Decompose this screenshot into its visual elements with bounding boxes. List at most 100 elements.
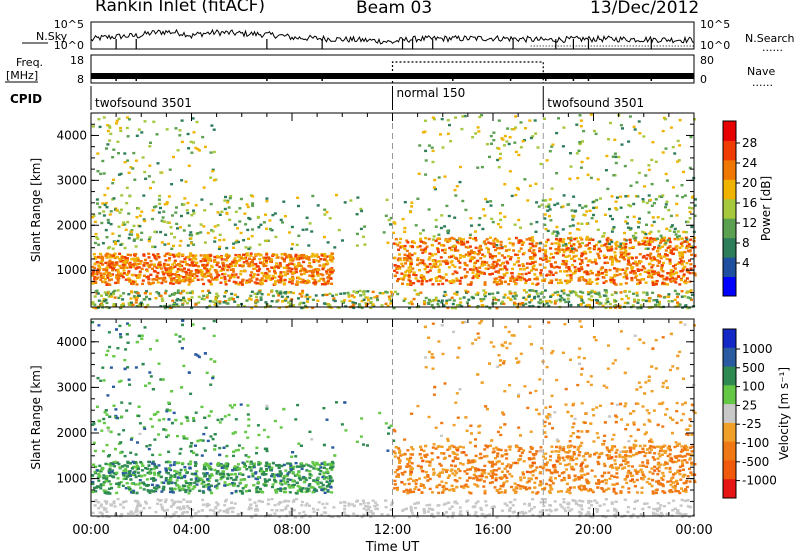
power-point bbox=[555, 131, 559, 135]
power-point bbox=[183, 267, 186, 270]
power-point bbox=[413, 241, 416, 245]
power-point bbox=[104, 281, 108, 284]
power-point bbox=[211, 278, 215, 281]
power-point bbox=[270, 289, 274, 292]
velocity-point bbox=[620, 515, 624, 518]
power-point bbox=[216, 255, 219, 258]
velocity-point bbox=[393, 455, 397, 458]
power-point bbox=[202, 255, 206, 258]
power-point bbox=[152, 278, 156, 281]
power-point bbox=[306, 300, 309, 303]
power-point bbox=[651, 141, 655, 144]
power-point bbox=[242, 239, 246, 242]
power-point bbox=[291, 279, 294, 282]
power-point bbox=[649, 252, 653, 255]
power-point bbox=[330, 255, 334, 258]
power-point bbox=[230, 274, 234, 278]
power-point bbox=[574, 254, 578, 258]
power-point bbox=[107, 306, 111, 310]
power-point bbox=[524, 298, 528, 301]
power-point bbox=[611, 258, 615, 261]
power-point bbox=[314, 255, 318, 258]
power-point bbox=[409, 261, 413, 264]
velocity-point bbox=[251, 475, 255, 478]
velocity-point bbox=[507, 330, 511, 334]
power-point bbox=[233, 300, 237, 303]
power-point bbox=[567, 237, 570, 240]
power-point bbox=[93, 303, 97, 306]
velocity-point bbox=[685, 461, 689, 464]
velocity-point bbox=[653, 469, 657, 472]
power-point bbox=[129, 166, 133, 169]
velocity-point bbox=[678, 473, 682, 476]
power-point bbox=[346, 291, 350, 295]
power-point bbox=[686, 290, 689, 293]
power-point bbox=[544, 205, 548, 208]
power-point bbox=[683, 194, 687, 197]
power-point bbox=[172, 155, 175, 159]
power-point bbox=[628, 246, 632, 250]
power-point bbox=[188, 264, 192, 267]
power-point bbox=[577, 269, 581, 273]
power-point bbox=[544, 199, 548, 202]
velocity-point bbox=[292, 498, 296, 502]
power-point bbox=[491, 272, 494, 275]
power-point bbox=[192, 212, 196, 215]
power-point bbox=[609, 306, 612, 310]
velocity-point bbox=[510, 475, 514, 478]
power-point bbox=[661, 217, 665, 221]
power-point bbox=[553, 252, 557, 255]
power-point bbox=[97, 264, 101, 267]
power-point bbox=[529, 222, 533, 226]
power-point bbox=[630, 267, 634, 271]
power-point bbox=[135, 283, 139, 286]
power-point bbox=[103, 291, 107, 294]
power-point bbox=[298, 292, 302, 296]
power-point bbox=[630, 159, 634, 162]
power-point bbox=[348, 299, 352, 303]
velocity-point bbox=[458, 476, 462, 480]
power-point bbox=[441, 277, 445, 280]
power-point bbox=[265, 227, 269, 230]
power-point bbox=[384, 214, 388, 217]
power-point bbox=[601, 266, 605, 269]
power-point bbox=[535, 201, 539, 204]
power-point bbox=[116, 279, 120, 283]
power-point bbox=[655, 279, 659, 283]
velocity-point bbox=[572, 468, 576, 471]
power-point bbox=[652, 202, 656, 205]
power-point bbox=[470, 251, 474, 254]
power-point bbox=[593, 290, 597, 294]
power-point bbox=[409, 210, 413, 214]
power-point bbox=[491, 292, 495, 295]
power-point bbox=[572, 243, 576, 246]
power-point bbox=[281, 300, 284, 303]
power-point bbox=[117, 173, 121, 176]
power-point bbox=[197, 149, 201, 152]
power-point bbox=[176, 149, 180, 152]
power-point bbox=[94, 281, 98, 284]
power-point bbox=[107, 295, 111, 298]
power-point bbox=[468, 268, 472, 271]
power-point bbox=[238, 281, 242, 284]
power-point bbox=[448, 123, 451, 127]
power-point bbox=[215, 278, 219, 281]
power-point bbox=[142, 263, 146, 267]
power-point bbox=[308, 264, 312, 268]
power-point bbox=[688, 245, 692, 248]
power-point bbox=[690, 225, 694, 229]
power-point bbox=[434, 239, 438, 242]
power-point bbox=[423, 130, 427, 133]
power-point bbox=[603, 213, 607, 216]
power-point bbox=[98, 266, 102, 270]
power-point bbox=[488, 253, 492, 256]
power-point bbox=[601, 271, 604, 275]
power-point bbox=[586, 173, 590, 177]
power-point bbox=[386, 241, 390, 244]
power-point bbox=[623, 238, 627, 241]
power-point bbox=[188, 271, 192, 274]
power-point bbox=[366, 290, 370, 293]
power-point bbox=[113, 256, 117, 260]
power-point bbox=[156, 253, 160, 256]
power-point bbox=[693, 254, 697, 258]
